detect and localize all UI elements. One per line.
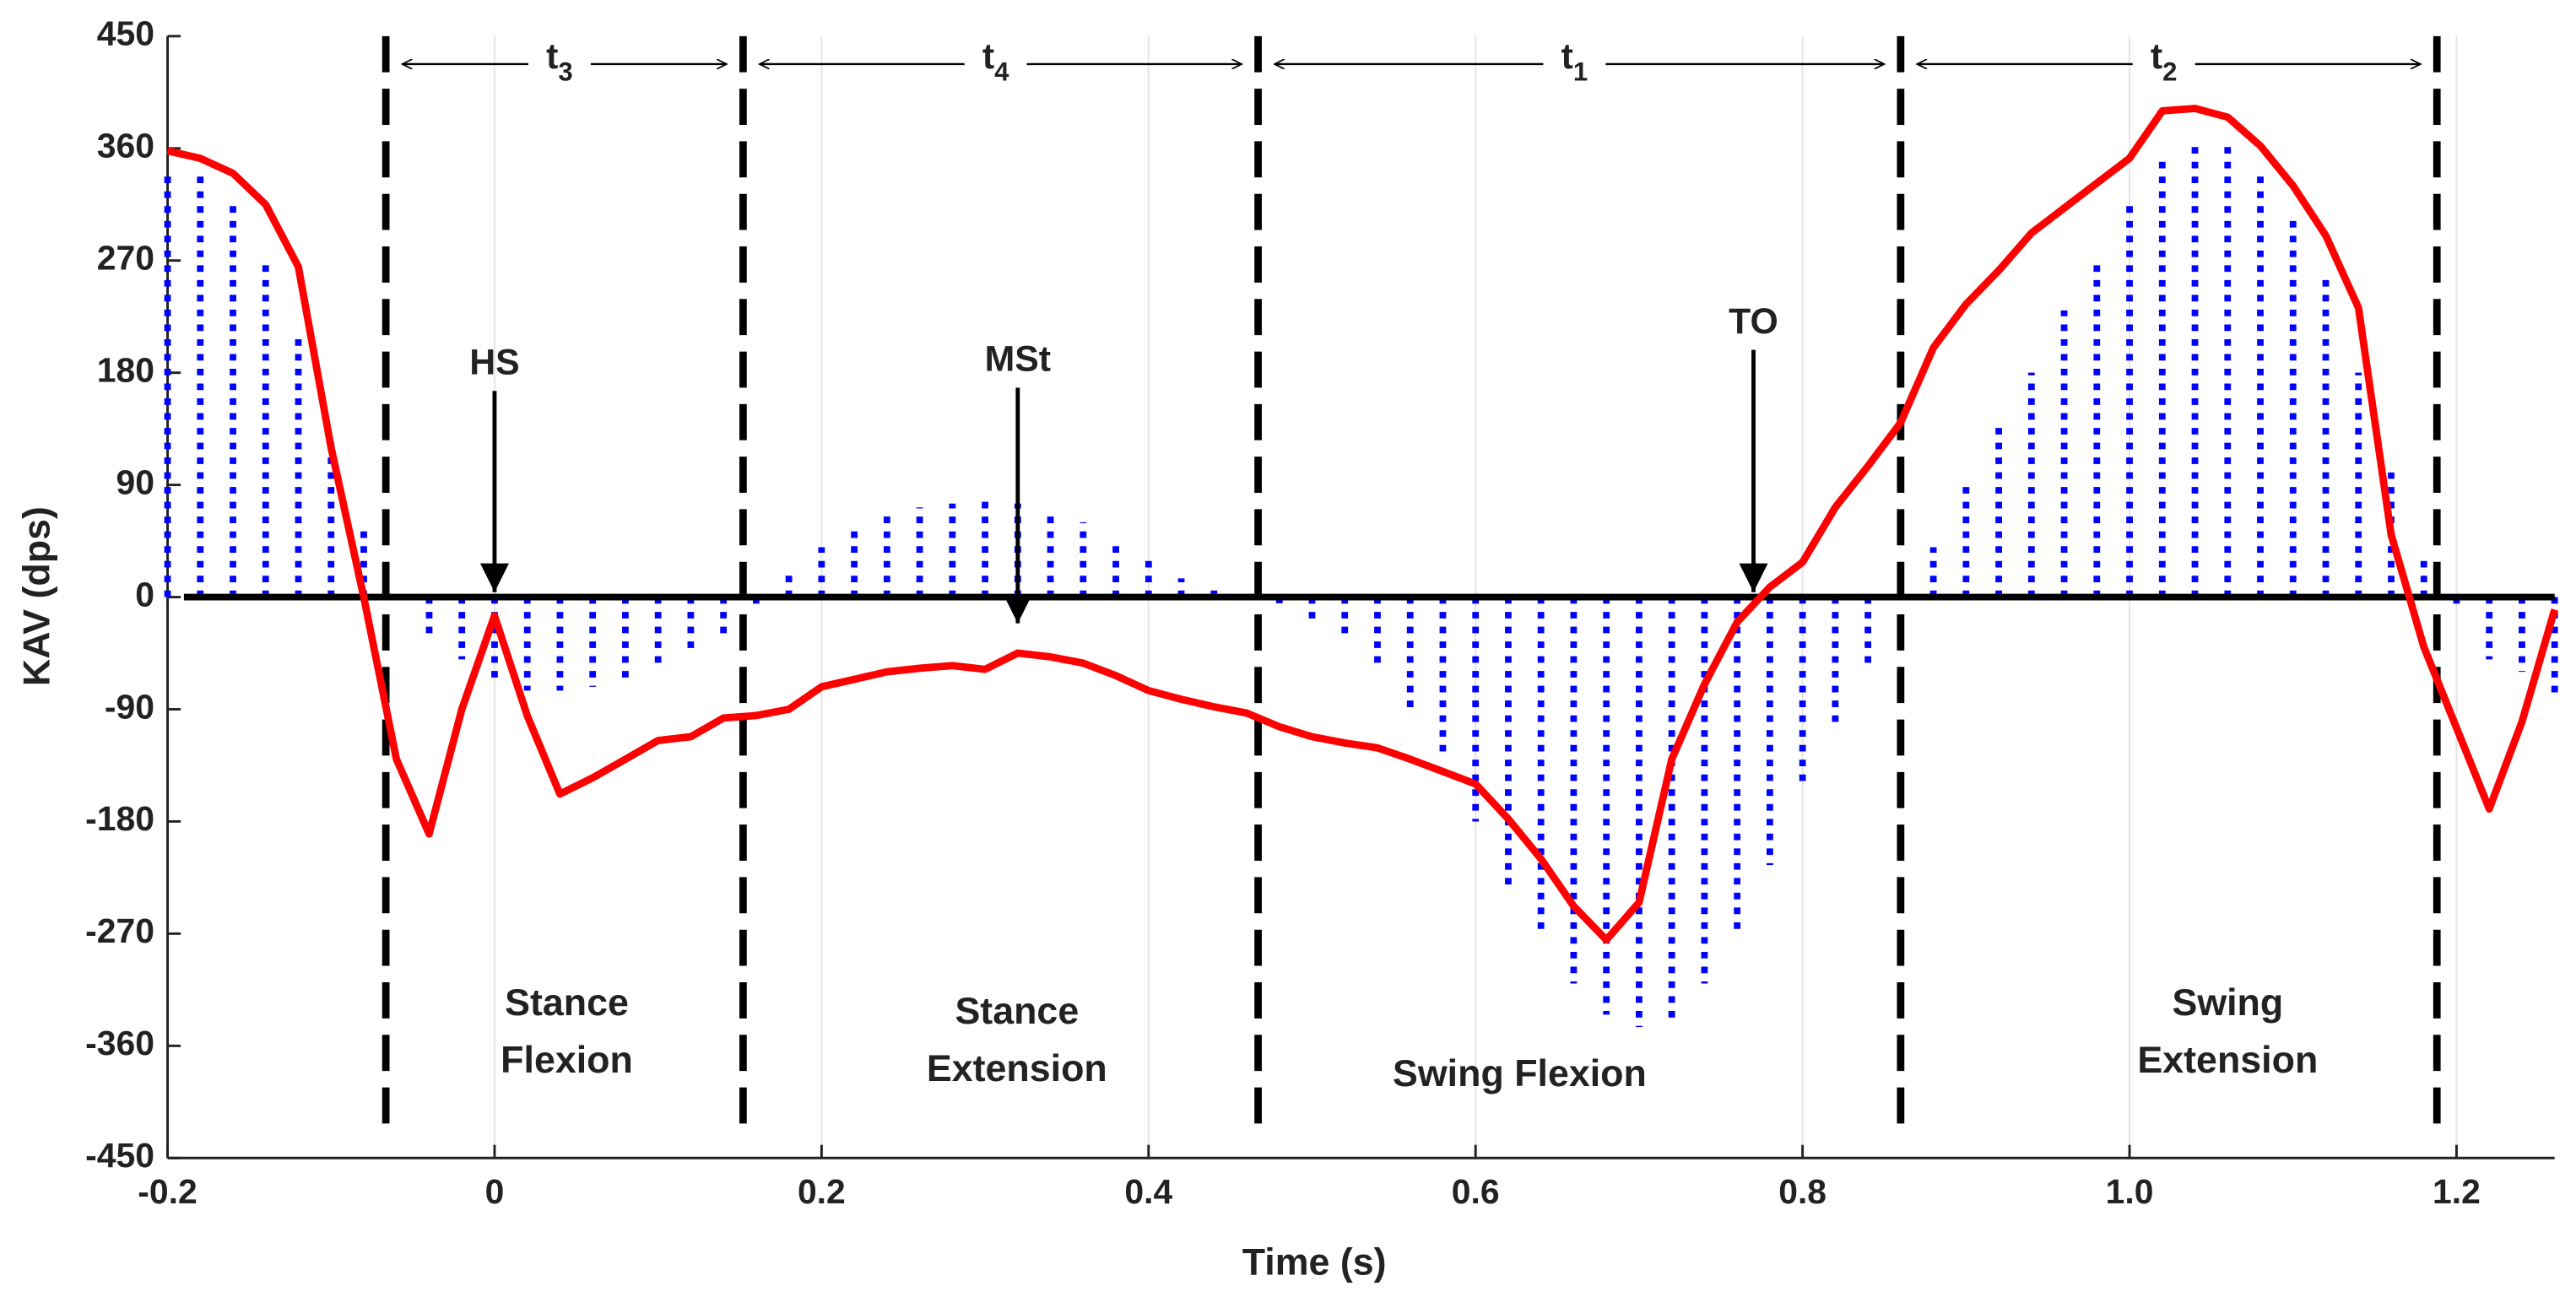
y-tick-label: -90 [105, 687, 154, 726]
y-tick-label: 360 [97, 127, 154, 165]
phase-label: Stance [505, 981, 629, 1024]
interval-label-sub: 3 [558, 57, 572, 87]
interval-label: t2 [2151, 36, 2178, 86]
interval-label-sub: 1 [1573, 57, 1588, 87]
annotation-label: HS [469, 342, 519, 382]
phase-label: Swing Flexion [1393, 1052, 1647, 1095]
y-tick-label: -450 [85, 1136, 154, 1175]
kav-line [166, 105, 2558, 944]
phase-label: Swing [2172, 981, 2283, 1024]
interval-label-main: t [1561, 36, 1573, 77]
interval-label-bg [528, 39, 591, 95]
x-axis-label: Time (s) [1242, 1241, 1387, 1284]
y-tick-label: 90 [116, 462, 154, 501]
y-tick-label: -360 [85, 1024, 154, 1062]
phase-label: Stance [955, 990, 1079, 1032]
x-tick-label: 0 [485, 1172, 505, 1211]
phase-label: Extension [927, 1047, 1107, 1089]
interval-label-main: t [546, 36, 558, 77]
x-tick-label: -0.2 [138, 1172, 197, 1211]
annotation-label: TO [1729, 301, 1778, 342]
phase-label: Extension [2137, 1039, 2318, 1081]
x-tick-label: 0.4 [1124, 1172, 1172, 1211]
y-tick-label: 0 [135, 575, 154, 613]
x-tick-label: 1.2 [2433, 1172, 2481, 1211]
x-tick-label: 1.0 [2106, 1172, 2154, 1211]
interval-label: t1 [1561, 36, 1588, 86]
y-tick-label: 270 [97, 239, 154, 278]
y-tick-label: -180 [85, 799, 154, 838]
y-tick-label: -270 [85, 911, 154, 950]
y-tick-label: 180 [97, 350, 154, 389]
x-tick-label: 0.6 [1452, 1172, 1500, 1211]
annotation-label: MSt [985, 339, 1051, 380]
interval-label-main: t [982, 36, 994, 77]
x-tick-label: 0.2 [798, 1172, 846, 1211]
interval-label-main: t [2151, 36, 2162, 77]
interval-label-sub: 4 [994, 57, 1009, 87]
interval-label: t4 [982, 36, 1009, 86]
interval-label: t3 [546, 36, 573, 86]
interval-label-bg [964, 39, 1027, 95]
interval-label-sub: 2 [2162, 57, 2177, 87]
phase-label: Flexion [501, 1039, 633, 1081]
y-axis-label: KAV (dps) [16, 506, 58, 686]
interval-label-bg [2132, 39, 2195, 95]
interval-label-bg [1543, 39, 1606, 95]
x-tick-label: 0.8 [1778, 1172, 1826, 1211]
y-tick-label: 450 [97, 14, 154, 53]
